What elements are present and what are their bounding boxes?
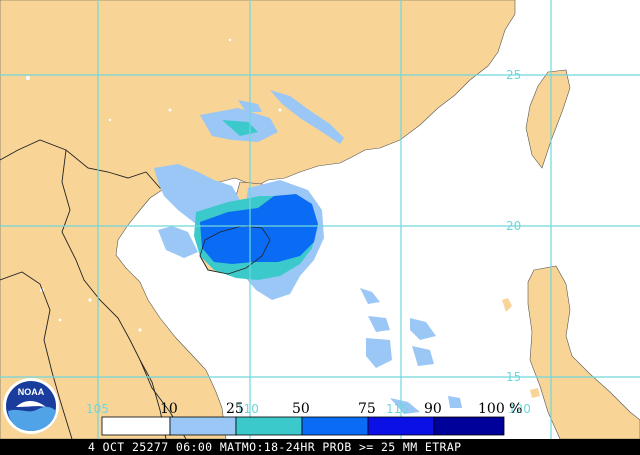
legend-swatch-0	[101, 416, 171, 436]
lat-label-20: 20	[506, 219, 521, 233]
logo-text: NOAA	[18, 387, 45, 397]
lon-label-115: 115	[386, 402, 409, 416]
noaa-logo: NOAA	[3, 378, 59, 434]
legend-label-25: 25	[226, 401, 244, 417]
lon-label-110: 110	[236, 402, 259, 416]
legend-swatch-5	[433, 416, 505, 436]
legend-swatch-3	[301, 416, 369, 436]
inland-water	[26, 38, 282, 332]
map-caption: 4 OCT 25277 06:00 MATMO:18-24HR PROB >= …	[88, 440, 462, 454]
legend-label-90: 90	[424, 401, 442, 417]
legend-swatch-2	[235, 416, 303, 436]
small-island	[530, 388, 540, 398]
lat-label-25: 25	[506, 68, 521, 82]
legend-swatch-1	[169, 416, 237, 436]
legend: 10 25 50 75 90 100 %	[101, 401, 522, 436]
legend-label-75: 75	[358, 401, 376, 417]
legend-label-50: 50	[292, 401, 310, 417]
map-caption-bar: 4 OCT 25277 06:00 MATMO:18-24HR PROB >= …	[0, 439, 640, 455]
legend-swatch-4	[367, 416, 435, 436]
probability-50-75	[200, 194, 318, 264]
lat-lon-grid	[0, 0, 640, 439]
small-island	[502, 298, 512, 312]
taiwan-island	[525, 69, 571, 169]
mainland-land	[0, 0, 516, 439]
lon-label-120: 120	[508, 402, 531, 416]
legend-label-10: 10	[160, 401, 178, 417]
lon-label-105: 105	[86, 402, 109, 416]
luzon-island	[527, 265, 640, 439]
lat-label-15: 15	[506, 370, 521, 384]
legend-label-100: 100 %	[478, 401, 522, 417]
probability-map: 25 20 15 105 110 115 120 10 25 50 75 90 …	[0, 0, 640, 439]
hainan-outline	[199, 225, 271, 275]
